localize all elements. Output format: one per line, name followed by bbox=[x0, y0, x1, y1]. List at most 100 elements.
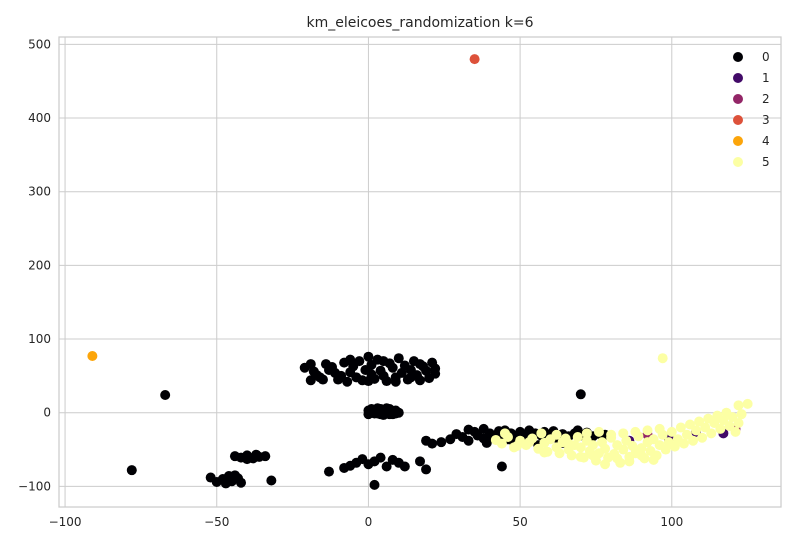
x-tick-label: −50 bbox=[204, 515, 229, 529]
data-point bbox=[481, 437, 492, 448]
data-point bbox=[733, 418, 744, 429]
data-point bbox=[551, 429, 562, 440]
data-point bbox=[430, 363, 441, 374]
data-point bbox=[499, 428, 510, 439]
legend-label: 3 bbox=[762, 113, 770, 127]
data-point bbox=[427, 438, 438, 449]
data-point bbox=[697, 432, 708, 443]
data-point bbox=[587, 440, 598, 451]
data-point bbox=[624, 456, 635, 467]
data-point bbox=[463, 435, 474, 446]
data-point bbox=[251, 449, 262, 460]
data-point bbox=[593, 426, 604, 437]
data-point bbox=[242, 454, 253, 465]
legend-label: 0 bbox=[762, 50, 770, 64]
data-point bbox=[160, 390, 171, 401]
data-point bbox=[260, 451, 271, 462]
data-point bbox=[415, 359, 425, 370]
data-point bbox=[393, 353, 404, 364]
data-point bbox=[654, 423, 665, 434]
data-point bbox=[539, 447, 550, 458]
data-point bbox=[733, 400, 744, 411]
data-point bbox=[87, 350, 98, 361]
data-point bbox=[688, 435, 699, 446]
data-point bbox=[554, 448, 565, 459]
data-point bbox=[436, 437, 447, 448]
data-point bbox=[736, 409, 747, 420]
data-point bbox=[678, 438, 689, 449]
legend-marker bbox=[733, 73, 743, 83]
plot-frame bbox=[58, 36, 782, 508]
data-point bbox=[606, 429, 617, 440]
y-tick-label: −100 bbox=[18, 479, 51, 493]
series-5 bbox=[490, 353, 753, 470]
data-point bbox=[512, 440, 523, 451]
data-point bbox=[742, 398, 753, 409]
legend-item: 2 bbox=[733, 92, 770, 106]
legend-marker bbox=[733, 94, 743, 104]
data-point bbox=[390, 408, 401, 419]
x-tick-label: 0 bbox=[365, 515, 373, 529]
data-point bbox=[415, 456, 425, 467]
data-point bbox=[320, 359, 331, 370]
data-point bbox=[657, 353, 668, 364]
data-point bbox=[642, 425, 653, 436]
data-point bbox=[630, 426, 641, 437]
y-tick-label: 300 bbox=[28, 185, 51, 199]
series-4 bbox=[87, 350, 98, 361]
data-point bbox=[536, 428, 547, 439]
data-point bbox=[375, 409, 386, 420]
data-point bbox=[636, 450, 647, 461]
data-point bbox=[323, 466, 334, 477]
data-point bbox=[405, 372, 416, 383]
series-3 bbox=[469, 54, 480, 65]
legend-item: 1 bbox=[733, 71, 770, 85]
data-point bbox=[524, 437, 535, 448]
data-point bbox=[387, 362, 398, 373]
data-point bbox=[600, 459, 611, 470]
legend-label: 1 bbox=[762, 71, 770, 85]
data-point bbox=[587, 450, 598, 461]
data-point bbox=[266, 475, 277, 486]
grid-lines bbox=[59, 37, 781, 507]
tick-labels: −100 −50 0 50 100 −100 0 100 200 300 400 500 bbox=[18, 37, 683, 529]
data-point bbox=[666, 426, 677, 437]
legend-marker bbox=[733, 157, 743, 167]
x-tick-label: −100 bbox=[49, 515, 82, 529]
y-tick-label: 0 bbox=[43, 406, 51, 420]
data-point bbox=[236, 477, 247, 488]
data-point bbox=[342, 376, 353, 387]
data-point bbox=[715, 423, 726, 434]
legend: 0 1 2 3 4 5 bbox=[733, 50, 770, 169]
data-points bbox=[87, 54, 753, 490]
data-point bbox=[363, 351, 374, 362]
legend-marker bbox=[733, 52, 743, 62]
y-tick-label: 200 bbox=[28, 258, 51, 272]
data-point bbox=[691, 425, 702, 436]
data-point bbox=[572, 432, 583, 443]
data-point bbox=[618, 444, 629, 455]
data-point bbox=[478, 423, 489, 434]
data-point bbox=[378, 356, 389, 367]
legend-label: 5 bbox=[762, 155, 770, 169]
data-point bbox=[345, 354, 356, 365]
data-point bbox=[612, 453, 623, 464]
legend-item: 3 bbox=[733, 113, 770, 127]
x-tick-label: 100 bbox=[660, 515, 683, 529]
data-point bbox=[375, 452, 386, 463]
data-point bbox=[648, 454, 659, 465]
y-tick-label: 500 bbox=[28, 37, 51, 51]
data-point bbox=[469, 54, 480, 65]
data-point bbox=[354, 356, 365, 367]
data-point bbox=[399, 461, 410, 472]
data-point bbox=[220, 478, 231, 489]
legend-label: 2 bbox=[762, 92, 770, 106]
chart-title: km_eleicoes_randomization k=6 bbox=[306, 15, 533, 31]
data-point bbox=[369, 479, 380, 490]
data-point bbox=[618, 428, 629, 439]
data-point bbox=[496, 438, 507, 449]
x-tick-label: 50 bbox=[512, 515, 527, 529]
data-point bbox=[229, 470, 240, 481]
